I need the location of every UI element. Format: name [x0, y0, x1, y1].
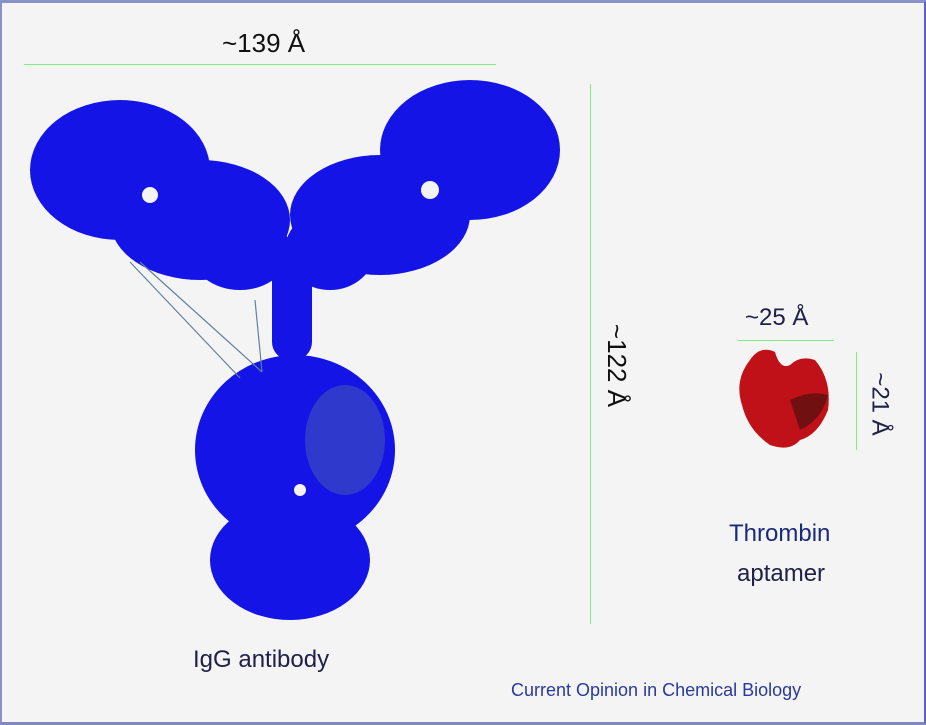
aptamer-width-label: ~25 Å: [745, 304, 809, 331]
aptamer-name-line1: Thrombin: [729, 520, 831, 547]
igg-height-guide: [590, 84, 591, 624]
igg-width-guide: [24, 64, 496, 65]
aptamer-height-guide: [856, 352, 857, 450]
aptamer-width-guide: [738, 340, 834, 341]
igg-name: IgG antibody: [193, 646, 330, 673]
aptamer-name-line2: aptamer: [737, 560, 826, 587]
journal-credit: Current Opinion in Chemical Biology: [511, 680, 802, 700]
igg-width-label: ~139 Å: [222, 28, 306, 58]
aptamer-height-label: ~21 Å: [866, 372, 894, 436]
